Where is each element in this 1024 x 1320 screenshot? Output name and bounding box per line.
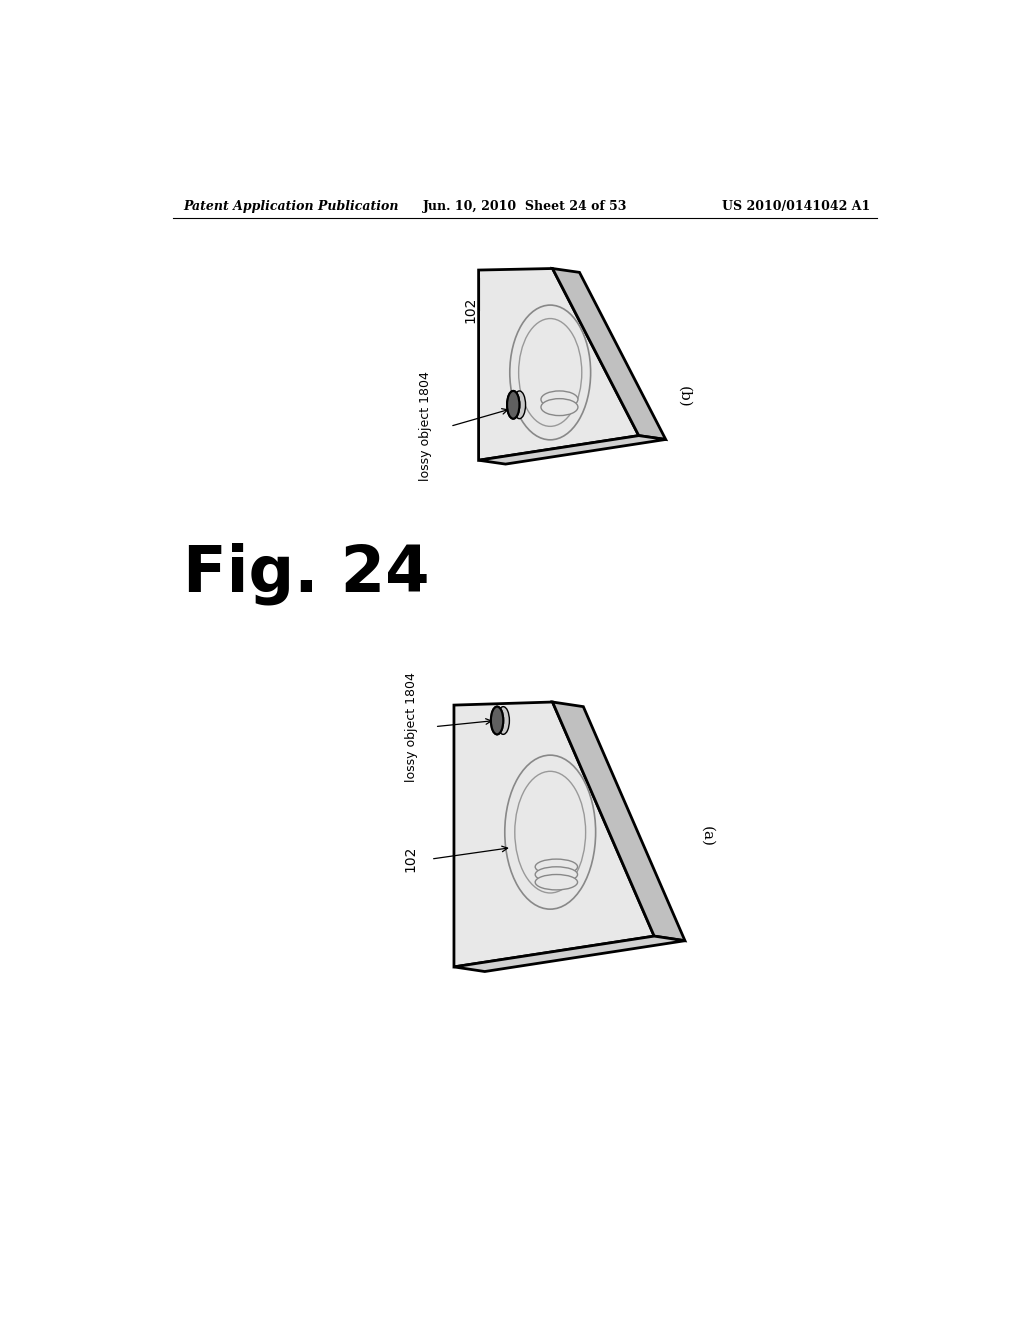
- Polygon shape: [454, 702, 654, 966]
- Text: 102: 102: [463, 297, 477, 323]
- Ellipse shape: [490, 706, 503, 734]
- Text: (b): (b): [677, 387, 691, 408]
- Polygon shape: [478, 436, 666, 465]
- Text: lossy object 1804: lossy object 1804: [404, 672, 418, 781]
- Polygon shape: [454, 936, 685, 972]
- Text: Patent Application Publication: Patent Application Publication: [183, 199, 398, 213]
- Polygon shape: [553, 702, 685, 941]
- Ellipse shape: [541, 399, 578, 416]
- Ellipse shape: [536, 867, 578, 882]
- Ellipse shape: [541, 391, 578, 408]
- Ellipse shape: [513, 391, 525, 418]
- Ellipse shape: [497, 706, 509, 734]
- Ellipse shape: [536, 859, 578, 874]
- Ellipse shape: [507, 391, 519, 418]
- Polygon shape: [553, 268, 666, 440]
- Text: Fig. 24: Fig. 24: [183, 543, 429, 606]
- Text: (a): (a): [700, 825, 715, 846]
- Text: lossy object 1804: lossy object 1804: [419, 371, 432, 482]
- Polygon shape: [478, 268, 639, 461]
- Ellipse shape: [536, 874, 578, 890]
- Text: 102: 102: [403, 846, 418, 873]
- Ellipse shape: [507, 391, 519, 418]
- Text: Jun. 10, 2010  Sheet 24 of 53: Jun. 10, 2010 Sheet 24 of 53: [423, 199, 627, 213]
- Text: US 2010/0141042 A1: US 2010/0141042 A1: [722, 199, 869, 213]
- Ellipse shape: [490, 706, 503, 734]
